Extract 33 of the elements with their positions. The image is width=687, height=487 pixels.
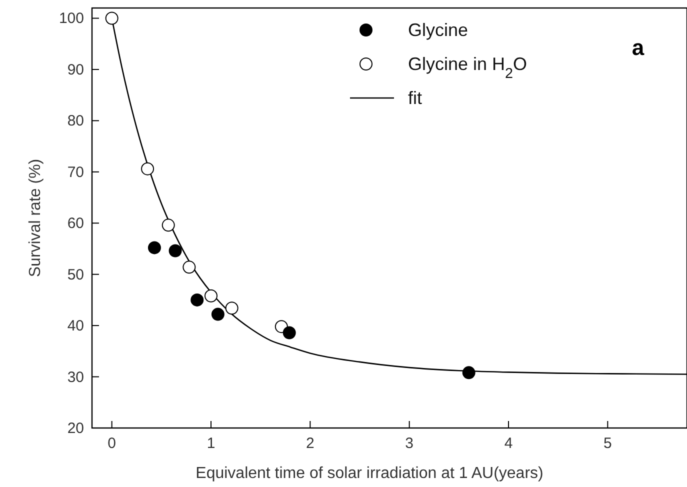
- y-tick-label: 70: [67, 164, 84, 181]
- y-tick-label: 60: [67, 215, 84, 232]
- point: [282, 326, 296, 340]
- x-tick-label: 0: [108, 435, 116, 452]
- x-tick-label: 1: [206, 435, 216, 452]
- x-tick-label: 3: [405, 435, 414, 452]
- y-tick-label: 20: [67, 420, 84, 437]
- x-axis-title: Equivalent time of solar irradiation at 1 AU(years): [196, 465, 544, 482]
- point: [204, 289, 218, 302]
- point: [225, 302, 238, 315]
- y-axis-title: Survival rate (%): [27, 158, 44, 278]
- point: [105, 12, 118, 25]
- y-tick-label: 30: [67, 368, 84, 386]
- point: [462, 366, 476, 380]
- annotation: a: [632, 35, 645, 60]
- point: [148, 241, 161, 254]
- point: [182, 260, 196, 274]
- x-tick-label: 5: [603, 435, 612, 452]
- y-tick-label: 100: [58, 10, 84, 28]
- point: [211, 308, 224, 321]
- legend-label: Glycine: [408, 20, 468, 40]
- point: [168, 244, 182, 258]
- legend-label: Glycine in H$_{2}$O: [408, 54, 528, 82]
- y-tick-label: 80: [67, 112, 84, 130]
- x-tick-label: 2: [306, 435, 314, 452]
- point: [162, 218, 175, 232]
- y-tick-label: 50: [67, 266, 84, 284]
- y-tick-label: 90: [67, 61, 84, 78]
- legend-label: fit: [408, 88, 422, 108]
- point: [141, 162, 154, 176]
- point: [190, 293, 204, 306]
- y-tick-label: 40: [67, 318, 84, 335]
- x-tick-label: 4: [504, 435, 513, 452]
